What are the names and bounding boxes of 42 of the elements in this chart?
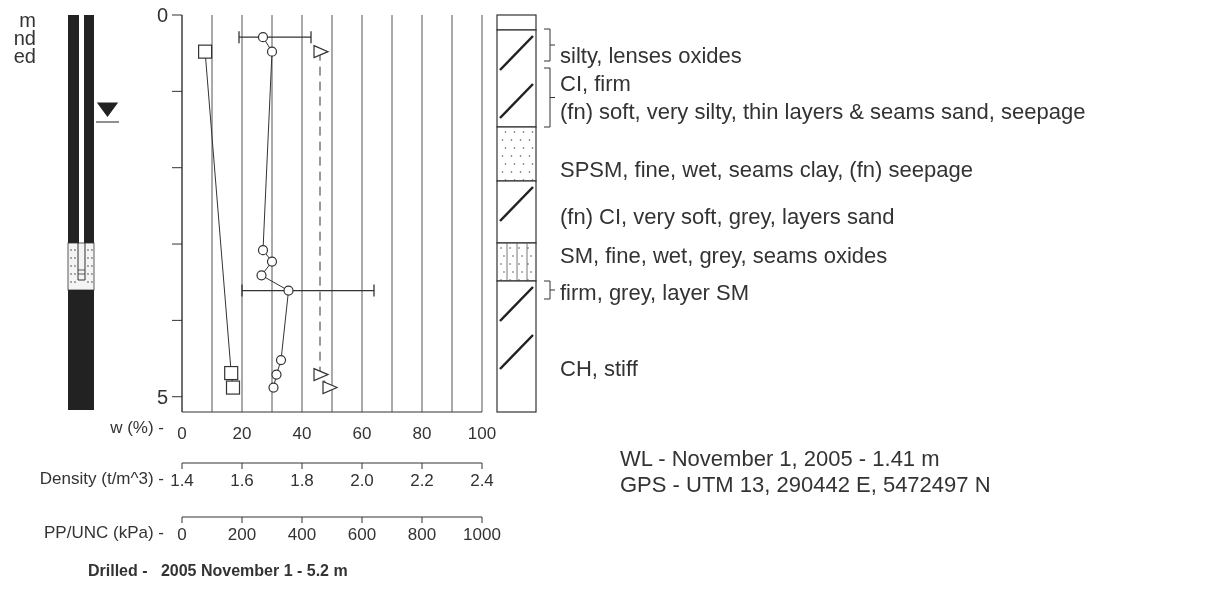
text: GPS - UTM 13, 290442 E, 5472497 N — [620, 471, 991, 497]
x2-tick-label: 2.2 — [410, 471, 434, 491]
text: SM, fine, wet, grey, seams oxides — [560, 242, 888, 268]
x-tick-label: 800 — [407, 525, 437, 545]
x-tick-label: 60 — [352, 424, 372, 444]
x-tick-label: 0 — [177, 424, 187, 444]
y-tick-label: 5 — [156, 385, 168, 408]
x-tick-label: 20 — [232, 424, 252, 444]
text: (fn) soft, very silty, thin layers & seams sand, seepage — [560, 98, 1086, 124]
x2-tick-label: 2.0 — [350, 471, 374, 491]
point — [257, 32, 269, 43]
x-axis-title: w (%) - — [109, 418, 164, 437]
point — [256, 270, 267, 281]
text: WL - November 1, 2005 - 1.41 m — [620, 445, 940, 471]
point — [257, 245, 269, 256]
text: Drilled - 2005 November 1 - 5.2 m — [88, 561, 348, 579]
x-tick-label: 80 — [412, 424, 432, 444]
x-tick-label: 600 — [347, 525, 377, 545]
point — [283, 285, 294, 296]
text: CI, firm — [560, 70, 631, 96]
text: silty, lenses oxides — [560, 42, 742, 68]
x-tick-label: 1000 — [463, 525, 501, 545]
point — [275, 354, 287, 366]
x-axis-title: PP/UNC (kPa) - — [44, 523, 164, 542]
text: SPSM, fine, wet, seams clay, (fn) seepage — [560, 156, 973, 182]
point — [268, 382, 279, 393]
x2-tick-label: 1.8 — [290, 471, 314, 491]
text: (fn) CI, very soft, grey, layers sand — [560, 203, 895, 229]
x-tick-label: 400 — [287, 525, 317, 545]
x2-tick-label: 2.4 — [470, 471, 494, 491]
x-tick-label: 0 — [177, 525, 187, 545]
point — [271, 369, 282, 380]
x2-tick-label: 1.4 — [170, 471, 194, 491]
point — [266, 46, 278, 57]
text: CH, stiff — [560, 355, 639, 381]
x-tick-label: 40 — [292, 424, 312, 444]
x-tick-label: 200 — [227, 525, 257, 545]
point — [266, 256, 278, 267]
x2-tick-label: 1.6 — [230, 471, 254, 491]
x2-axis-title: Density (t/m^3) - — [39, 469, 164, 488]
text: firm, grey, layer SM — [560, 279, 750, 305]
x-tick-label: 100 — [467, 424, 497, 444]
